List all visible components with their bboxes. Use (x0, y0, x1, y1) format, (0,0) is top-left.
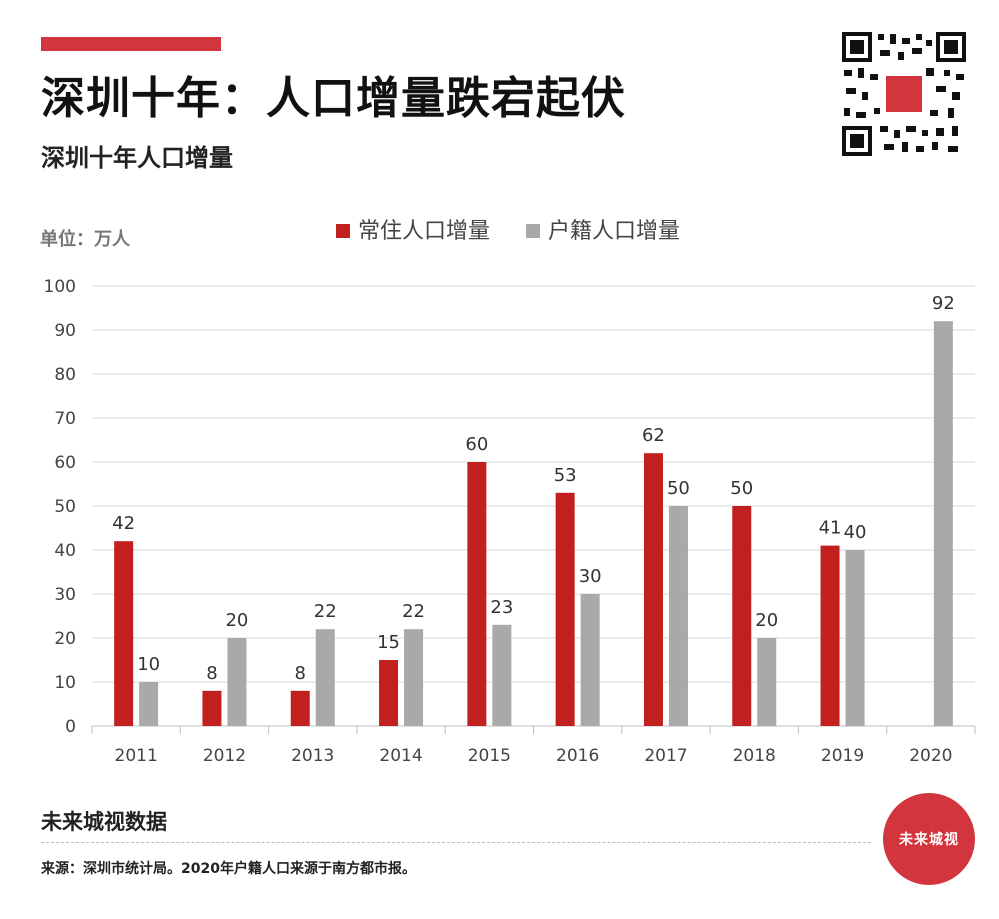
chart-grid (92, 285, 975, 727)
x-tick-label: 2012 (203, 746, 246, 766)
y-tick-label: 20 (54, 629, 76, 649)
y-tick-label: 0 (65, 717, 76, 737)
bar-registered (668, 506, 688, 726)
bar-resident (202, 690, 222, 726)
y-tick-label: 40 (54, 541, 76, 561)
y-tick-label: 100 (44, 277, 76, 297)
bar-chart: 常住人口增量 户籍人口增量 0 10 20 30 40 50 60 70 80 90 100 2011… (44, 219, 976, 766)
bar-registered (404, 629, 424, 726)
page-title: 深圳十年：人口增量跌宕起伏 (41, 73, 626, 124)
data-label: 50 (667, 478, 690, 499)
unit-label: 单位：万人 (40, 229, 130, 250)
data-label: 30 (579, 566, 602, 587)
x-tick-label: 2017 (644, 746, 687, 766)
brand-badge: 未来城视 (883, 793, 975, 885)
bar-registered (757, 638, 777, 726)
footer-divider (41, 842, 871, 843)
source-brand: 未来城视数据 (41, 810, 167, 834)
y-tick-label: 10 (54, 673, 76, 693)
x-tick-label: 2020 (909, 746, 952, 766)
data-label: 53 (554, 465, 577, 486)
data-label: 20 (225, 610, 248, 631)
y-axis: 0 10 20 30 40 50 60 70 80 90 100 (44, 277, 76, 737)
y-tick-label: 60 (54, 453, 76, 473)
brand-badge-text: 未来城视 (899, 832, 959, 848)
bar-resident (379, 660, 399, 726)
data-label: 60 (465, 434, 488, 455)
data-label: 8 (206, 663, 217, 684)
bar-registered (845, 550, 865, 726)
chart-bars (114, 321, 953, 726)
bar-resident (555, 492, 575, 726)
data-label: 23 (490, 597, 513, 618)
legend-swatch (526, 224, 540, 238)
qr-code-icon (840, 30, 968, 158)
legend-label: 户籍人口增量 (548, 219, 680, 244)
bar-resident (732, 506, 752, 726)
page-subtitle: 深圳十年人口增量 (41, 144, 233, 172)
x-tick-label: 2013 (291, 746, 334, 766)
y-tick-label: 90 (54, 321, 76, 341)
bar-registered (139, 682, 159, 726)
bar-registered (580, 594, 600, 726)
data-label: 10 (137, 654, 160, 675)
bar-registered (933, 321, 953, 726)
data-label: 22 (402, 601, 425, 622)
x-tick-label: 2015 (468, 746, 511, 766)
data-label: 42 (112, 513, 135, 534)
data-label: 40 (844, 522, 867, 543)
bar-resident (290, 690, 310, 726)
bar-resident (820, 545, 840, 726)
y-tick-label: 30 (54, 585, 76, 605)
source-note: 来源：深圳市统计局。2020年户籍人口来源于南方都市报。 (41, 861, 416, 877)
x-axis: 2011 2012 2013 2014 2015 2016 2017 2018 2019 2020 (91, 725, 976, 766)
x-tick-label: 2016 (556, 746, 599, 766)
bar-resident (114, 541, 134, 726)
data-label: 22 (314, 601, 337, 622)
y-tick-label: 70 (54, 409, 76, 429)
data-label: 50 (730, 478, 753, 499)
x-tick-label: 2018 (733, 746, 776, 766)
y-tick-label: 50 (54, 497, 76, 517)
bar-registered (227, 638, 247, 726)
title-accent-bar (41, 37, 221, 51)
y-tick-label: 80 (54, 365, 76, 385)
legend-label: 常住人口增量 (358, 219, 490, 244)
data-label: 15 (377, 632, 400, 653)
data-label: 62 (642, 425, 665, 446)
bar-registered (492, 624, 512, 726)
chart-legend: 常住人口增量 户籍人口增量 (336, 219, 680, 244)
x-tick-label: 2014 (379, 746, 422, 766)
data-label: 92 (932, 293, 955, 314)
bar-resident (643, 453, 663, 726)
x-tick-label: 2011 (115, 746, 158, 766)
x-tick-label: 2019 (821, 746, 864, 766)
data-label: 41 (819, 518, 842, 539)
bar-registered (315, 629, 335, 726)
legend-swatch (336, 224, 350, 238)
data-label: 8 (295, 663, 306, 684)
data-label: 20 (755, 610, 778, 631)
bar-resident (467, 462, 487, 726)
